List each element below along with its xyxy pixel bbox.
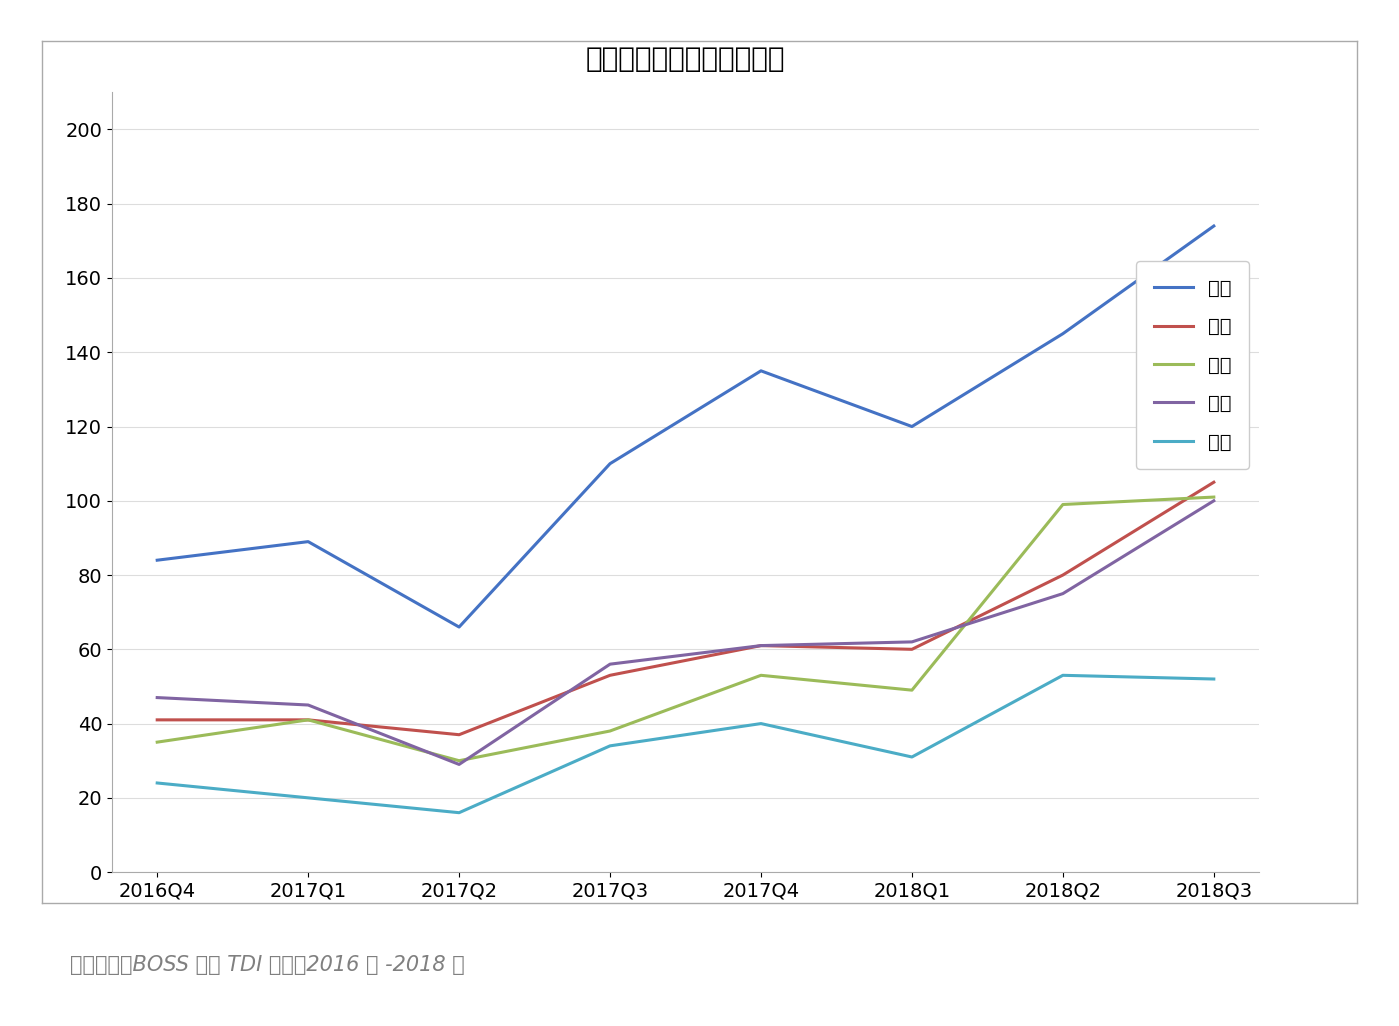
北京 xyxy=(904,421,921,433)
深圳 xyxy=(1055,499,1072,511)
广州 xyxy=(904,751,921,763)
广州 xyxy=(450,806,467,819)
广州 xyxy=(602,740,618,752)
杭州 xyxy=(753,639,769,652)
北京 xyxy=(1206,220,1223,232)
深圳 xyxy=(753,669,769,681)
Line: 广州: 广州 xyxy=(157,675,1214,813)
广州 xyxy=(299,792,316,804)
广州 xyxy=(753,717,769,729)
Text: 数据来源：BOSS 直聘 TDI 指数，2016 年 -2018 年: 数据来源：BOSS 直聘 TDI 指数，2016 年 -2018 年 xyxy=(70,955,464,975)
北京 xyxy=(450,621,467,633)
深圳 xyxy=(148,736,165,748)
北京 xyxy=(753,364,769,377)
广州 xyxy=(1206,673,1223,685)
杭州 xyxy=(450,758,467,771)
上海 xyxy=(1055,568,1072,581)
杭州 xyxy=(148,692,165,704)
北京 xyxy=(1055,327,1072,340)
深圳 xyxy=(1206,490,1223,503)
上海 xyxy=(602,669,618,681)
杭州 xyxy=(1055,588,1072,600)
杭州 xyxy=(1206,495,1223,507)
广州 xyxy=(1055,669,1072,681)
Title: 五大城市人才发展指数趋势: 五大城市人才发展指数趋势 xyxy=(586,45,785,73)
北京 xyxy=(602,458,618,470)
上海 xyxy=(450,728,467,741)
杭州 xyxy=(602,658,618,670)
Line: 深圳: 深圳 xyxy=(157,497,1214,760)
北京 xyxy=(148,554,165,566)
杭州 xyxy=(904,636,921,648)
上海 xyxy=(148,714,165,726)
深圳 xyxy=(450,754,467,766)
深圳 xyxy=(299,714,316,726)
深圳 xyxy=(904,684,921,697)
Legend: 北京, 上海, 深圳, 杭州, 广州: 北京, 上海, 深圳, 杭州, 广州 xyxy=(1136,262,1249,469)
广州 xyxy=(148,777,165,789)
上海 xyxy=(904,643,921,656)
Line: 杭州: 杭州 xyxy=(157,501,1214,764)
上海 xyxy=(1206,476,1223,488)
北京 xyxy=(299,536,316,548)
上海 xyxy=(753,639,769,652)
Line: 上海: 上海 xyxy=(157,482,1214,735)
Line: 北京: 北京 xyxy=(157,226,1214,627)
上海 xyxy=(299,714,316,726)
深圳 xyxy=(602,724,618,737)
杭州 xyxy=(299,699,316,711)
